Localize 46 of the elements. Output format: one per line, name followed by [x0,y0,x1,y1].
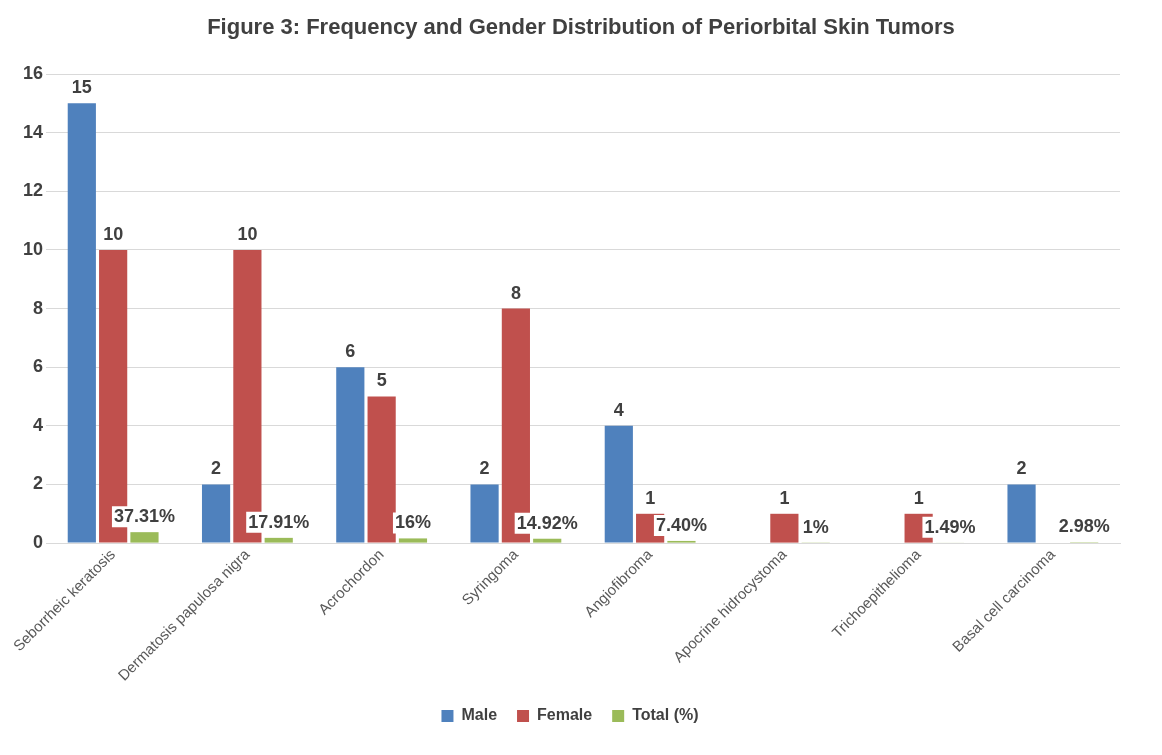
data-label: 2 [211,458,222,479]
data-label: 7.40% [655,514,707,535]
chart-title: Figure 3: Frequency and Gender Distribution of Periorbital Skin Tumors [206,13,956,41]
bar [1007,484,1036,543]
y-tick-label: 10 [22,238,44,259]
data-label: 1% [802,516,829,537]
data-label: 37.31% [113,506,175,527]
data-label: 14.92% [516,512,578,533]
data-label: 5 [376,370,387,391]
y-tick-label: 16 [22,62,44,83]
y-tick-label: 8 [33,297,44,318]
data-label: 8 [510,282,521,303]
data-label: 4 [613,399,624,420]
data-label: 10 [103,223,124,244]
data-label: 2.98% [1058,516,1110,537]
bar [770,513,799,543]
y-tick-label: 12 [22,180,44,201]
bar [604,425,633,543]
y-tick-label: 6 [33,356,44,377]
data-label: 1 [779,487,790,508]
bar [336,367,365,543]
bar [67,103,96,543]
legend-label: Total (%) [632,706,699,724]
data-label: 1 [913,487,924,508]
y-tick-label: 2 [33,473,44,494]
legend-label: Female [537,706,593,724]
data-label: 6 [345,341,356,362]
data-label: 10 [237,223,258,244]
y-tick-label: 4 [33,414,44,435]
data-label: 17.91% [248,511,310,532]
data-label: 2 [479,458,490,479]
data-label: 15 [71,77,92,98]
bar [367,396,396,543]
legend-label: Male [461,706,498,724]
bar [264,537,293,543]
bar [398,538,428,543]
bar [533,538,562,543]
y-tick-label: 14 [22,121,44,142]
data-label: 1 [645,487,656,508]
y-tick-label: 0 [33,532,44,553]
data-label: 2 [1016,458,1027,479]
bar [130,532,159,543]
bar [470,484,499,543]
data-label: 1.49% [924,516,976,537]
data-label: 16% [394,512,431,533]
bar [201,484,231,543]
